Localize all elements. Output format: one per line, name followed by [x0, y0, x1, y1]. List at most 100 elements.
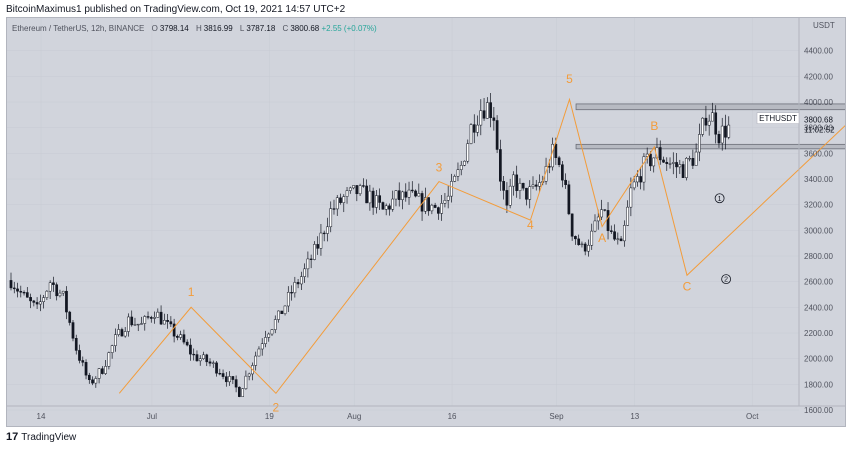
candle-body — [221, 373, 225, 377]
candle-body — [684, 158, 688, 178]
candle — [388, 203, 391, 216]
candle-body — [192, 353, 196, 356]
candle-body — [414, 190, 417, 197]
candle-body — [140, 323, 143, 325]
candle-body — [84, 362, 88, 376]
y-tick-label: 2200.00 — [804, 329, 833, 338]
candle — [609, 225, 613, 234]
candle — [580, 241, 584, 248]
candle-body — [101, 368, 104, 374]
candle-body — [290, 292, 293, 294]
candle-body — [417, 193, 421, 197]
resistance-zones — [575, 103, 845, 150]
candle-body — [574, 236, 577, 240]
candle — [270, 329, 274, 336]
candle-body — [632, 181, 636, 189]
candle — [675, 153, 678, 178]
candle — [450, 173, 453, 203]
candle-body — [531, 184, 535, 188]
candle-body — [29, 297, 32, 302]
candle-body — [636, 176, 639, 183]
candle-body — [375, 195, 378, 208]
candle — [182, 329, 186, 345]
candle — [114, 328, 117, 352]
candle-body — [450, 181, 453, 197]
candle — [25, 287, 29, 298]
chart-panel[interactable]: 12345ABC1212345 1600.001800.002000.00220… — [6, 17, 846, 427]
candle — [195, 350, 199, 362]
candle — [211, 360, 215, 368]
candle — [306, 251, 310, 278]
candle-body — [313, 244, 316, 260]
candle — [430, 203, 434, 215]
close-label: C — [282, 24, 289, 33]
candle — [587, 239, 590, 257]
candle-body — [681, 164, 685, 178]
y-tick-label: 2000.00 — [804, 355, 833, 364]
candle-body — [557, 157, 561, 165]
candle — [525, 187, 528, 206]
candle-body — [97, 368, 101, 379]
candle-body — [185, 341, 189, 346]
symbol-legend: Ethereum / TetherUS, 12h, BINANCE O 3798.… — [12, 24, 377, 33]
candle-body — [600, 209, 603, 218]
x-tick-label: 19 — [265, 412, 274, 421]
candle — [704, 105, 708, 132]
candle — [244, 370, 248, 390]
candle — [642, 153, 646, 191]
candle — [414, 189, 417, 198]
candle — [55, 282, 59, 301]
candle-body — [218, 372, 222, 375]
candle — [368, 184, 372, 211]
candle — [280, 310, 284, 314]
candle-body — [224, 376, 228, 383]
candle — [570, 213, 574, 241]
candle-body — [554, 143, 558, 158]
candle-body — [117, 329, 121, 335]
candle-body — [371, 190, 375, 208]
candle — [97, 367, 101, 384]
symbol-name[interactable]: Ethereum / TetherUS, 12h, BINANCE — [12, 24, 145, 33]
candle-body — [162, 320, 166, 325]
candle-body — [156, 311, 160, 318]
candle — [355, 185, 359, 202]
candle-body — [146, 316, 150, 318]
candle — [613, 224, 616, 241]
candle — [720, 117, 724, 151]
candle-body — [342, 196, 346, 203]
candle — [91, 376, 94, 386]
candle — [512, 171, 515, 196]
symbol-tag[interactable] — [756, 112, 800, 124]
candle-body — [453, 176, 457, 182]
candle-body — [267, 333, 271, 338]
candle-body — [492, 117, 496, 121]
candle — [78, 344, 81, 364]
candle-body — [52, 282, 55, 285]
subwave-circle — [714, 193, 725, 204]
candle — [567, 180, 571, 216]
candle-body — [433, 204, 437, 208]
last-price-label: 3800.68 — [804, 116, 833, 125]
candle-body — [384, 205, 388, 210]
candle — [691, 149, 695, 170]
candle-body — [596, 216, 600, 222]
candle — [639, 166, 643, 190]
candle — [427, 197, 430, 216]
high-value: 3816.99 — [203, 24, 233, 33]
candle-body — [215, 362, 218, 374]
candle-body — [179, 334, 183, 338]
y-tick-label: 2400.00 — [804, 303, 833, 312]
candle-body — [639, 176, 643, 183]
price-chart[interactable]: 12345ABC1212345 1600.001800.002000.00220… — [7, 18, 845, 426]
candle — [606, 202, 610, 240]
candle — [564, 173, 567, 189]
y-tick-label: 4000.00 — [804, 98, 833, 107]
candle-body — [489, 102, 492, 119]
tradingview-footer[interactable]: 17 TradingView — [6, 431, 76, 443]
candle-body — [577, 238, 581, 246]
open-label: O — [151, 24, 158, 33]
candle-body — [273, 319, 277, 330]
candle — [35, 297, 39, 309]
candle-body — [123, 331, 127, 337]
candle — [420, 190, 424, 221]
